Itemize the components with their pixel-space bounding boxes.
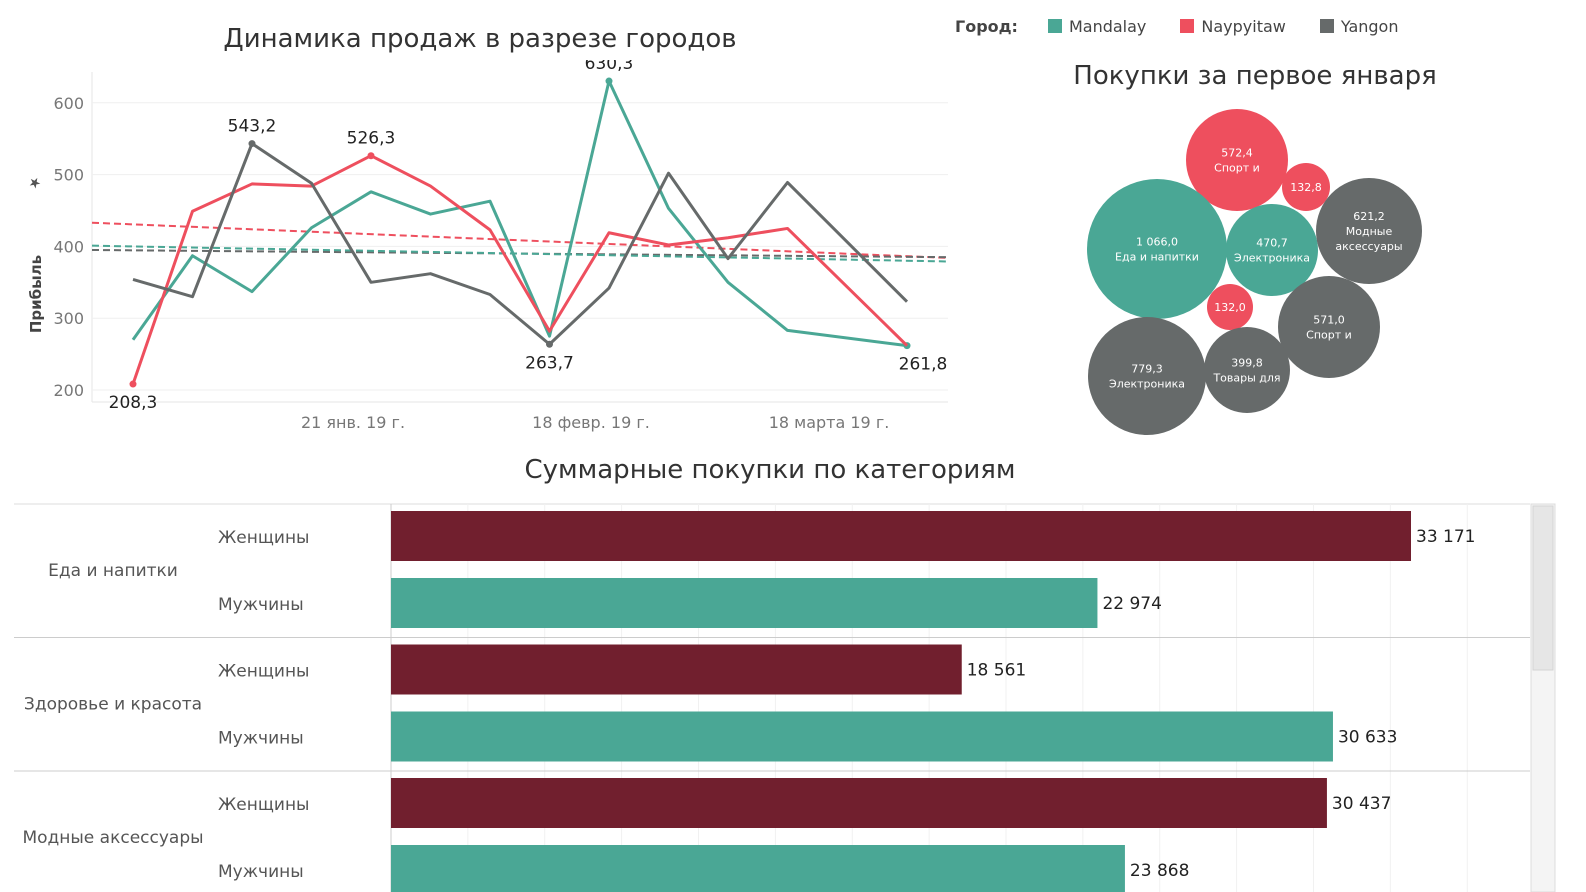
- y-axis-title: Прибыль: [27, 255, 45, 333]
- y-tick-label: 600: [53, 94, 84, 113]
- bubble-category-label: Спорт и: [1306, 329, 1352, 342]
- line-chart: 200 300 400 500 600 Прибыль ★ 21 янв. 19 г. 18 ф…: [25, 60, 949, 432]
- bar-women: [391, 511, 1411, 561]
- data-label: 261,8: [899, 355, 948, 375]
- bar-value-label: 22 974: [1102, 594, 1161, 614]
- bubble-chart-title: Покупки за первое января: [1073, 61, 1437, 91]
- legend-swatch-yangon: [1319, 19, 1334, 33]
- legend-item-mandalay[interactable]: Mandalay: [1047, 16, 1147, 36]
- bar-men: [391, 578, 1098, 628]
- y-tick-label: 400: [53, 237, 84, 256]
- bar-men: [391, 845, 1125, 892]
- category-label: Здоровье и красота: [24, 695, 202, 715]
- bubble-mandalay: [1087, 179, 1227, 319]
- bubble-value-label: 132,0: [1214, 301, 1246, 314]
- bar-value-label: 30 437: [1332, 794, 1391, 814]
- bubble-naypyitaw: [1186, 109, 1288, 211]
- data-point-naypyitaw: [367, 152, 375, 160]
- data-point-yangon: [546, 340, 553, 348]
- bubble-category-label: Электроника: [1234, 252, 1310, 265]
- bubble-value-label: 779,3: [1131, 363, 1163, 376]
- gender-label: Женщины: [218, 795, 309, 815]
- bubble-value-label: 571,0: [1313, 314, 1345, 327]
- bubble-value-label: 470,7: [1256, 237, 1288, 250]
- bubble-yangon: [1088, 317, 1206, 435]
- data-label: 630,3: [585, 60, 634, 74]
- data-label: 543,2: [228, 117, 277, 137]
- gender-label: Мужчины: [218, 862, 304, 882]
- bubble-value-label: 572,4: [1221, 147, 1253, 160]
- bubble-value-label: 132,8: [1290, 181, 1322, 194]
- series-line-yangon: [132, 142, 909, 346]
- bar-women: [391, 778, 1327, 828]
- data-point-yangon: [248, 140, 256, 148]
- x-tick-label: 21 янв. 19 г.: [301, 413, 405, 432]
- bubble-mandalay: [1226, 204, 1318, 296]
- bar-value-label: 33 171: [1416, 527, 1475, 547]
- bubble-category-label: Товары для: [1212, 372, 1280, 385]
- y-tick-label: 300: [53, 309, 84, 328]
- gender-label: Мужчины: [218, 595, 304, 615]
- x-tick-label: 18 марта 19 г.: [769, 413, 890, 432]
- bubble-value-label: 1 066,0: [1136, 236, 1178, 249]
- gender-label: Мужчины: [218, 729, 304, 749]
- bubble-value-label: 399,8: [1231, 357, 1263, 370]
- bar-chart-title: Суммарные покупки по категориям: [524, 455, 1016, 485]
- bar-value-label: 18 561: [967, 661, 1026, 681]
- category-label: Модные аксессуары: [22, 828, 203, 848]
- gender-label: Женщины: [218, 528, 309, 548]
- gender-label: Женщины: [218, 662, 309, 682]
- y-tick-label: 500: [53, 166, 84, 185]
- bubble-naypyitaw: [1207, 284, 1253, 330]
- bubble-yangon: [1278, 276, 1380, 378]
- legend-swatch-mandalay: [1047, 19, 1062, 33]
- bar-value-label: 23 868: [1130, 861, 1189, 881]
- bubble-yangon: [1316, 178, 1422, 284]
- data-label: 208,3: [109, 393, 158, 413]
- bubble-value-label: 621,2: [1353, 210, 1385, 223]
- data-point-mandalay: [605, 77, 613, 85]
- legend-item-naypyitaw[interactable]: Naypyitaw: [1180, 16, 1286, 36]
- legend-label-naypyitaw: Naypyitaw: [1201, 16, 1286, 36]
- legend-swatch-naypyitaw: [1180, 19, 1195, 33]
- data-label: 526,3: [347, 129, 396, 149]
- bar-value-label: 30 633: [1338, 728, 1397, 748]
- bubble-category-label: Спорт и: [1214, 162, 1260, 175]
- scrollbar-thumb: [1532, 505, 1554, 671]
- bubble-chart: 572,4 Спорт и 132,8 1 066,0 Еда и напитки 470…: [1087, 109, 1422, 435]
- bubble-category-label: Модные: [1346, 225, 1393, 238]
- bubble-category-label: аксессуары: [1335, 240, 1402, 253]
- bar-chart: Еда и напитки Женщины 33 171 Мужчины 22 974 З…: [14, 503, 1556, 892]
- legend-title: Город:: [955, 16, 1018, 36]
- bubble-category-label: Электроника: [1109, 378, 1185, 391]
- legend-label-yangon: Yangon: [1340, 16, 1399, 36]
- bar-women: [391, 644, 962, 695]
- legend-label-mandalay: Mandalay: [1068, 16, 1147, 36]
- series-line-naypyitaw: [131, 154, 909, 385]
- bar-men: [391, 711, 1333, 762]
- series-line-mandalay: [131, 79, 908, 348]
- data-label: 263,7: [525, 353, 574, 373]
- x-tick-label: 18 февр. 19 г.: [532, 413, 650, 432]
- y-tick-label: 200: [53, 381, 84, 400]
- bubble-category-label: Еда и напитки: [1115, 251, 1199, 264]
- data-point-naypyitaw: [129, 380, 137, 388]
- pin-icon: ★: [25, 173, 45, 193]
- legend-item-yangon[interactable]: Yangon: [1319, 16, 1399, 36]
- category-label: Еда и напитки: [48, 561, 178, 581]
- city-legend: Город: Mandalay Naypyitaw Yangon: [955, 14, 1432, 38]
- bubble-naypyitaw: [1282, 163, 1330, 211]
- line-chart-title: Динамика продаж в разрезе городов: [223, 24, 737, 54]
- bubble-yangon: [1204, 327, 1290, 413]
